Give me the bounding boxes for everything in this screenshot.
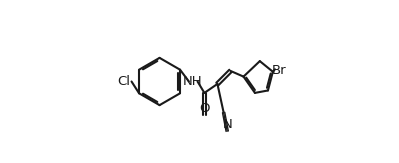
Text: Br: Br xyxy=(272,64,287,77)
Text: NH: NH xyxy=(183,75,203,88)
Text: Cl: Cl xyxy=(118,75,131,88)
Text: O: O xyxy=(199,102,209,115)
Text: N: N xyxy=(222,118,232,131)
